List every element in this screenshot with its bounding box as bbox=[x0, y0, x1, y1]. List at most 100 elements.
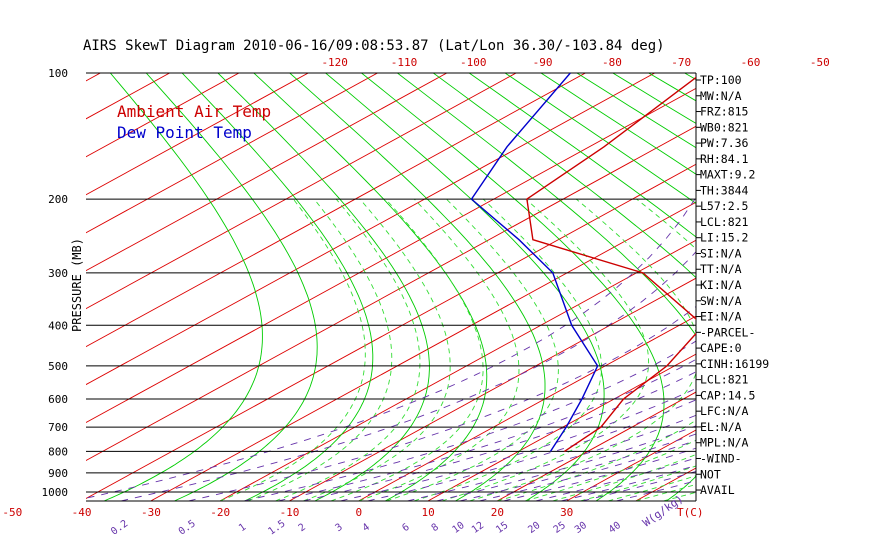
bottom-temp-tick-labels: -50 -40 -30 -20 -10 0 10 20 30 bbox=[2, 506, 573, 519]
bottom-temp-tick-label: -30 bbox=[141, 506, 161, 519]
pressure-tick-label: 600 bbox=[48, 393, 68, 406]
side-panel-entry: FRZ:815 bbox=[700, 105, 748, 119]
side-panel-entry: TP:100 bbox=[700, 73, 742, 87]
mixing-ratio-line bbox=[303, 371, 696, 501]
isotherm-line bbox=[289, 277, 696, 501]
dry-adiabat-line bbox=[145, 73, 318, 501]
dry-adiabat-line bbox=[289, 73, 546, 501]
isotherm-line bbox=[150, 201, 696, 501]
top-temp-tick-label: -80 bbox=[602, 56, 622, 69]
ambient-air-temp-line bbox=[526, 76, 696, 452]
pressure-tick-label: 300 bbox=[48, 267, 68, 280]
mixing-ratio-tick-label: 8 bbox=[430, 522, 441, 534]
isotherm-line bbox=[86, 125, 696, 462]
bottom-temp-tick-label: -20 bbox=[210, 506, 230, 519]
legend-dew-point-temp: Dew Point Temp bbox=[117, 123, 252, 142]
bottom-temp-tick-label: 20 bbox=[491, 506, 504, 519]
moist-adiabat-line bbox=[441, 198, 650, 501]
side-panel-entry: PW:7.36 bbox=[700, 136, 749, 150]
pressure-tick-label: 700 bbox=[48, 421, 68, 434]
dry-adiabat-line bbox=[253, 73, 488, 501]
bottom-temp-unit-label: T(C) bbox=[677, 506, 704, 519]
moist-adiabat-line bbox=[220, 198, 366, 501]
side-panel-entry: CAP:14.5 bbox=[700, 388, 755, 402]
isotherm-line bbox=[86, 73, 240, 158]
moist-adiabat-line bbox=[247, 198, 393, 501]
side-panel-entry: RH:84.1 bbox=[700, 152, 749, 166]
side-panel-entry: L57:2.5 bbox=[700, 199, 748, 213]
bottom-temp-tick-label: 0 bbox=[355, 506, 362, 519]
isotherm-line bbox=[86, 87, 696, 424]
mixing-ratio-tick-label: 2 bbox=[297, 522, 308, 534]
dry-adiabat-line bbox=[432, 73, 696, 279]
bottom-temp-tick-label: -40 bbox=[72, 506, 92, 519]
mixing-ratio-line bbox=[278, 358, 696, 501]
isotherm-line bbox=[86, 73, 587, 348]
mixing-ratio-tick-label: 6 bbox=[400, 522, 411, 534]
moist-adiabat-line bbox=[275, 198, 421, 501]
isotherm-line bbox=[86, 73, 656, 386]
side-panel-entry: WB0:821 bbox=[700, 120, 749, 134]
pressure-tick-label: 500 bbox=[48, 360, 68, 373]
mixing-ratio-line bbox=[121, 250, 696, 501]
moist-adiabat-line bbox=[303, 198, 451, 501]
side-panel-entry: TH:3844 bbox=[700, 183, 749, 197]
top-temp-tick-label: -70 bbox=[671, 56, 691, 69]
thermo-grid bbox=[86, 73, 696, 501]
side-panel-entry: TT:N/A bbox=[700, 262, 742, 276]
isotherm-line bbox=[86, 73, 379, 234]
pressure-tick-labels: 100 200 300 400 500 600 700 800 900 1000 bbox=[42, 67, 69, 499]
isotherm-line bbox=[86, 73, 518, 310]
y-axis-label: PRESSURE (MB) bbox=[70, 238, 84, 332]
isotherm-line bbox=[427, 353, 696, 501]
isotherm-line bbox=[497, 391, 696, 501]
side-panel-entry: NOT bbox=[700, 467, 721, 481]
pressure-tick-label: 800 bbox=[48, 445, 68, 458]
side-panel-entry: -PARCEL- bbox=[700, 325, 755, 339]
mixing-ratio-line bbox=[86, 196, 696, 499]
top-temp-tick-labels: -120-110-100-90-80-70-60-50-40 bbox=[321, 56, 830, 69]
side-panel-entry: LI:15.2 bbox=[700, 231, 748, 245]
moist-adiabat-line bbox=[330, 198, 484, 501]
chart-title: AIRS SkewT Diagram 2010-06-16/09:08:53.8… bbox=[83, 38, 665, 54]
isotherm-line bbox=[86, 73, 448, 272]
isotherm-line bbox=[86, 163, 696, 499]
top-temp-tick-label: -60 bbox=[741, 56, 761, 69]
side-panel-entry: SI:N/A bbox=[700, 246, 742, 260]
isotherm-line bbox=[358, 315, 696, 501]
pressure-tick-label: 400 bbox=[48, 319, 68, 332]
bottom-temp-tick-label: 10 bbox=[421, 506, 434, 519]
moist-adiabat-line bbox=[552, 454, 696, 501]
moist-adiabat-line bbox=[469, 198, 696, 501]
side-panel-entry: LCL:821 bbox=[700, 373, 749, 387]
isotherm-line bbox=[86, 73, 310, 196]
side-panel-entry: EL:N/A bbox=[700, 420, 742, 434]
moist-adiabat-line bbox=[580, 465, 696, 501]
side-panel-entry: MW:N/A bbox=[700, 89, 742, 103]
bottom-temp-tick-label: -50 bbox=[2, 506, 22, 519]
dew-point-temp-line bbox=[470, 73, 599, 452]
dry-adiabat-line bbox=[396, 73, 696, 501]
pressure-tick-label: 200 bbox=[48, 193, 68, 206]
pressure-tick-label: 900 bbox=[48, 467, 68, 480]
top-temp-tick-label: -50 bbox=[810, 56, 830, 69]
sounding-series bbox=[470, 73, 696, 452]
dry-adiabat-line bbox=[324, 73, 605, 501]
top-temp-tick-label: -90 bbox=[533, 56, 553, 69]
side-panel-entry: LFC:N/A bbox=[700, 404, 749, 418]
moist-adiabat-line bbox=[414, 198, 602, 501]
side-panel-entry: MPL:N/A bbox=[700, 436, 749, 450]
side-panel-entry: AVAIL bbox=[700, 483, 735, 497]
top-temp-tick-label: -100 bbox=[460, 56, 487, 69]
dry-adiabat-line bbox=[104, 73, 263, 501]
pressure-lines bbox=[86, 72, 697, 502]
bottom-temp-tick-label: -10 bbox=[280, 506, 300, 519]
side-panel-entry: CAPE:0 bbox=[700, 341, 742, 355]
side-panel-entry: LCL:821 bbox=[700, 215, 749, 229]
dry-adiabat-line bbox=[181, 73, 374, 501]
chart-text: AIRS SkewT Diagram 2010-06-16/09:08:53.8… bbox=[70, 38, 704, 529]
side-panel-entry: MAXT:9.2 bbox=[700, 168, 755, 182]
